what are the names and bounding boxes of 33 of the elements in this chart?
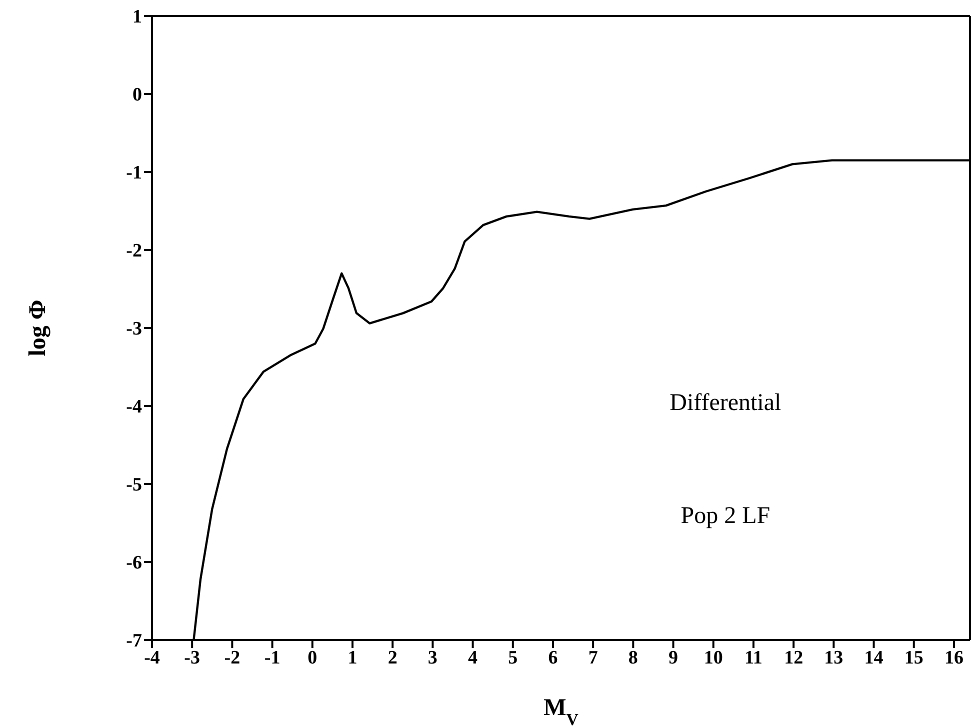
y-axis-title: log Φ [25, 300, 51, 356]
y-tick-label: 0 [132, 84, 142, 106]
y-tick-label: -2 [126, 240, 142, 262]
x-tick-label: 1 [348, 647, 358, 668]
x-tick-label: 5 [508, 647, 518, 668]
x-tick-label: 8 [628, 647, 638, 668]
x-tick-label: 3 [428, 647, 438, 668]
y-tick-label: -7 [126, 630, 142, 652]
x-tick-label: 9 [668, 647, 678, 668]
x-tick-label: -3 [184, 647, 200, 668]
y-tick-label: -1 [126, 162, 142, 184]
x-tick-label: 7 [588, 647, 598, 668]
x-tick-label: 15 [904, 647, 924, 668]
x-tick-label: -2 [224, 647, 240, 668]
x-tick-label: -1 [264, 647, 280, 668]
x-tick-label: 14 [864, 647, 884, 668]
x-tick-label: 6 [548, 647, 558, 668]
x-tick-label: 11 [744, 647, 762, 668]
x-tick-label: 12 [784, 647, 804, 668]
y-tick-label: -5 [126, 474, 142, 496]
x-tick-label: 10 [704, 647, 723, 668]
x-tick-label: 4 [468, 647, 478, 668]
y-tick-label: -3 [126, 318, 142, 340]
y-tick-label: 1 [132, 6, 142, 28]
x-tick-label: 16 [944, 647, 964, 668]
x-tick-label: 13 [824, 647, 844, 668]
y-tick-label: -4 [126, 396, 142, 418]
y-tick-label: -6 [126, 552, 142, 574]
annotation: Differential [670, 390, 782, 416]
x-tick-label: 2 [388, 647, 398, 668]
x-axis-title: M$_{V}$ [544, 695, 578, 727]
annotation: Pop 2 LF [680, 503, 770, 529]
x-tick-label: 0 [308, 647, 318, 668]
